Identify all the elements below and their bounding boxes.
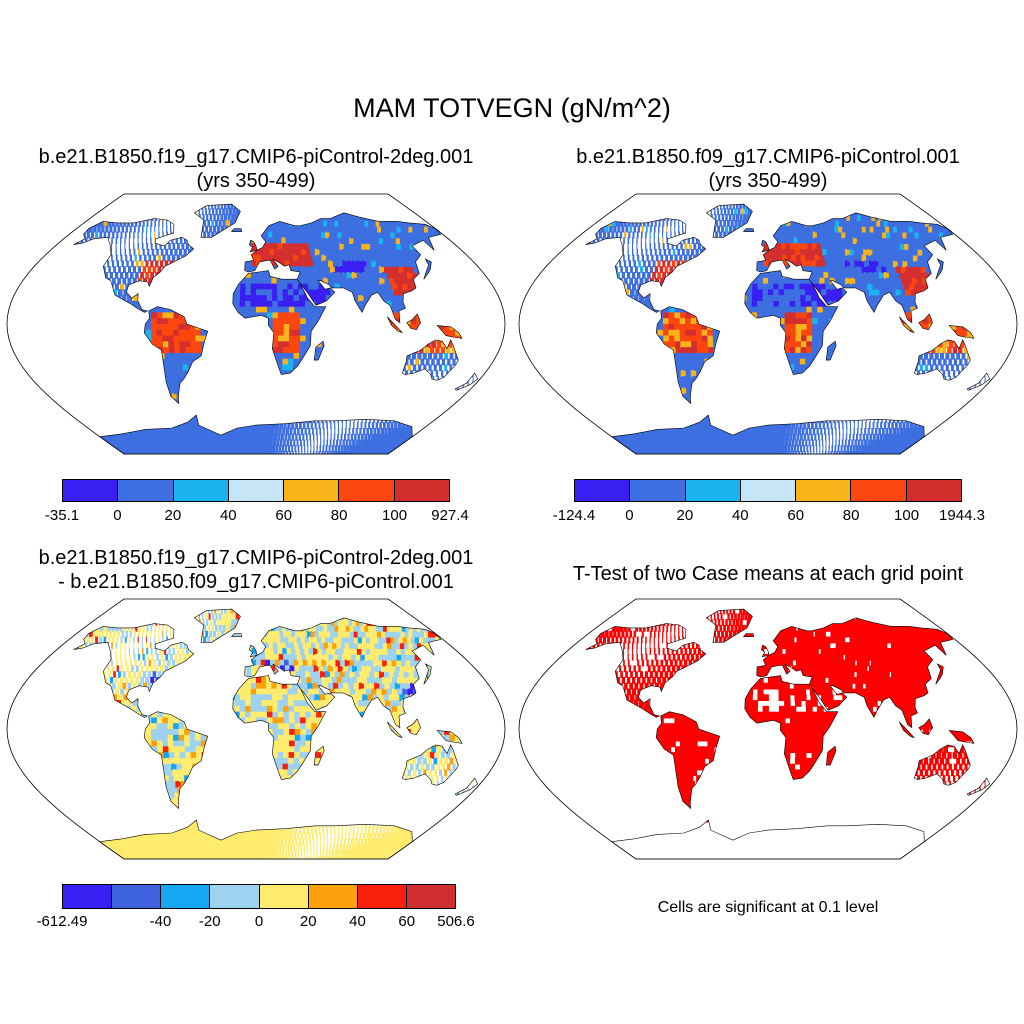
colorbar-tick-label: 100 (894, 507, 920, 524)
panel4-map (518, 598, 1018, 860)
colorbar-tick-label: 40 (349, 913, 366, 930)
colorbar-tick-label: 80 (330, 507, 348, 524)
panel2-title-line1: b.e21.B1850.f09_g17.CMIP6-piControl.001 (576, 146, 960, 168)
colorbar-segment (259, 885, 309, 908)
colorbar-segment (161, 885, 211, 908)
colorbar-tick-label: 60 (398, 913, 416, 930)
land-cells (585, 204, 990, 454)
colorbar-tick-label: 100 (382, 507, 408, 524)
panel1-map (6, 193, 506, 455)
colorbar-tick-label: 0 (113, 507, 122, 524)
panel1-title-line1: b.e21.B1850.f19_g17.CMIP6-piControl-2deg… (38, 146, 474, 168)
colorbar-segment (906, 480, 961, 501)
panel3-colorbar-ticks: -612.49 -40 -20 0 20 40 60 506.6 (37, 913, 475, 933)
colorbar-tick-label: 60 (787, 507, 805, 524)
colorbar-tick-label: 20 (676, 507, 694, 524)
colorbar-tick-label: 0 (254, 913, 264, 930)
panel1-title: b.e21.B1850.f19_g17.CMIP6-piControl-2deg… (0, 145, 512, 193)
colorbar-segment (357, 885, 407, 908)
colorbar-tick-label: -40 (149, 913, 172, 930)
colorbar-tick-label: 60 (275, 507, 293, 524)
colorbar-segment (63, 480, 119, 501)
colorbar-segment (851, 480, 907, 501)
panel2-title-line2: (yrs 350-499) (708, 170, 828, 192)
colorbar-segment (339, 480, 395, 501)
map-boundary (518, 598, 1018, 860)
panel3-title-line2: - b.e21.B1850.f09_g17.CMIP6-piControl.00… (58, 571, 454, 593)
colorbar-segment (228, 480, 285, 501)
colorbar-segment (63, 885, 113, 908)
map-boundary (6, 598, 506, 860)
panel1-colorbar-ticks: -35.1 0 20 40 60 80 100 927.4 (45, 507, 469, 527)
coastlines (73, 203, 479, 455)
colorbar-tick-label: 0 (625, 507, 634, 524)
coastlines (585, 608, 991, 860)
panel3-map (6, 598, 506, 860)
colorbar-tick-label: 20 (299, 913, 317, 930)
panel2-map (518, 193, 1018, 455)
colorbar-segment (173, 480, 229, 501)
map-boundary (6, 193, 506, 455)
colorbar-segment (112, 885, 162, 908)
main-title: MAM TOTVEGN (gN/m^2) (353, 93, 671, 123)
panel2-colorbar-ticks: -124.4 0 20 40 60 80 100 1944.3 (553, 507, 985, 527)
colorbar-segment (118, 480, 174, 501)
land-cells (73, 204, 478, 454)
panel2-colorbar (574, 479, 962, 502)
colorbar-segment (210, 885, 260, 908)
colorbar-segment (406, 885, 455, 908)
colorbar-segment (685, 480, 741, 501)
colorbar-segment (796, 480, 852, 501)
colorbar-segment (308, 885, 358, 908)
colorbar-tick-label: 20 (164, 507, 182, 524)
colorbar-tick-label: 1944.3 (939, 507, 985, 524)
colorbar-tick-label: 927.4 (431, 507, 469, 524)
panel1-title-line2: (yrs 350-499) (196, 170, 316, 192)
colorbar-tick-label: 40 (219, 507, 237, 524)
colorbar-segment (630, 480, 686, 501)
coastlines (585, 203, 991, 455)
land-cells (73, 609, 478, 859)
colorbar-tick-label: -612.49 (36, 913, 88, 930)
panel4-title: T-Test of two Case means at each grid po… (572, 563, 964, 585)
colorbar-tick-label: -124.4 (552, 507, 596, 524)
panel4-note: Cells are significant at 0.1 level (657, 899, 879, 916)
land-cells (585, 609, 990, 823)
panel3-colorbar (62, 884, 456, 909)
colorbar-segment (394, 480, 449, 501)
colorbar-tick-label: 506.6 (437, 913, 475, 930)
panel1-colorbar (62, 479, 450, 502)
map-boundary (518, 193, 1018, 455)
colorbar-segment (575, 480, 631, 501)
colorbar-tick-label: -20 (198, 913, 221, 930)
panel3-title: b.e21.B1850.f19_g17.CMIP6-piControl-2deg… (0, 546, 512, 594)
colorbar-tick-label: 80 (842, 507, 860, 524)
panel3-title-line1: b.e21.B1850.f19_g17.CMIP6-piControl-2deg… (38, 547, 474, 569)
colorbar-tick-label: -35.1 (44, 507, 80, 524)
colorbar-tick-label: 40 (731, 507, 749, 524)
colorbar-segment (740, 480, 797, 501)
coastlines (73, 608, 479, 860)
colorbar-segment (284, 480, 340, 501)
panel2-title: b.e21.B1850.f09_g17.CMIP6-piControl.001 … (512, 145, 1024, 193)
